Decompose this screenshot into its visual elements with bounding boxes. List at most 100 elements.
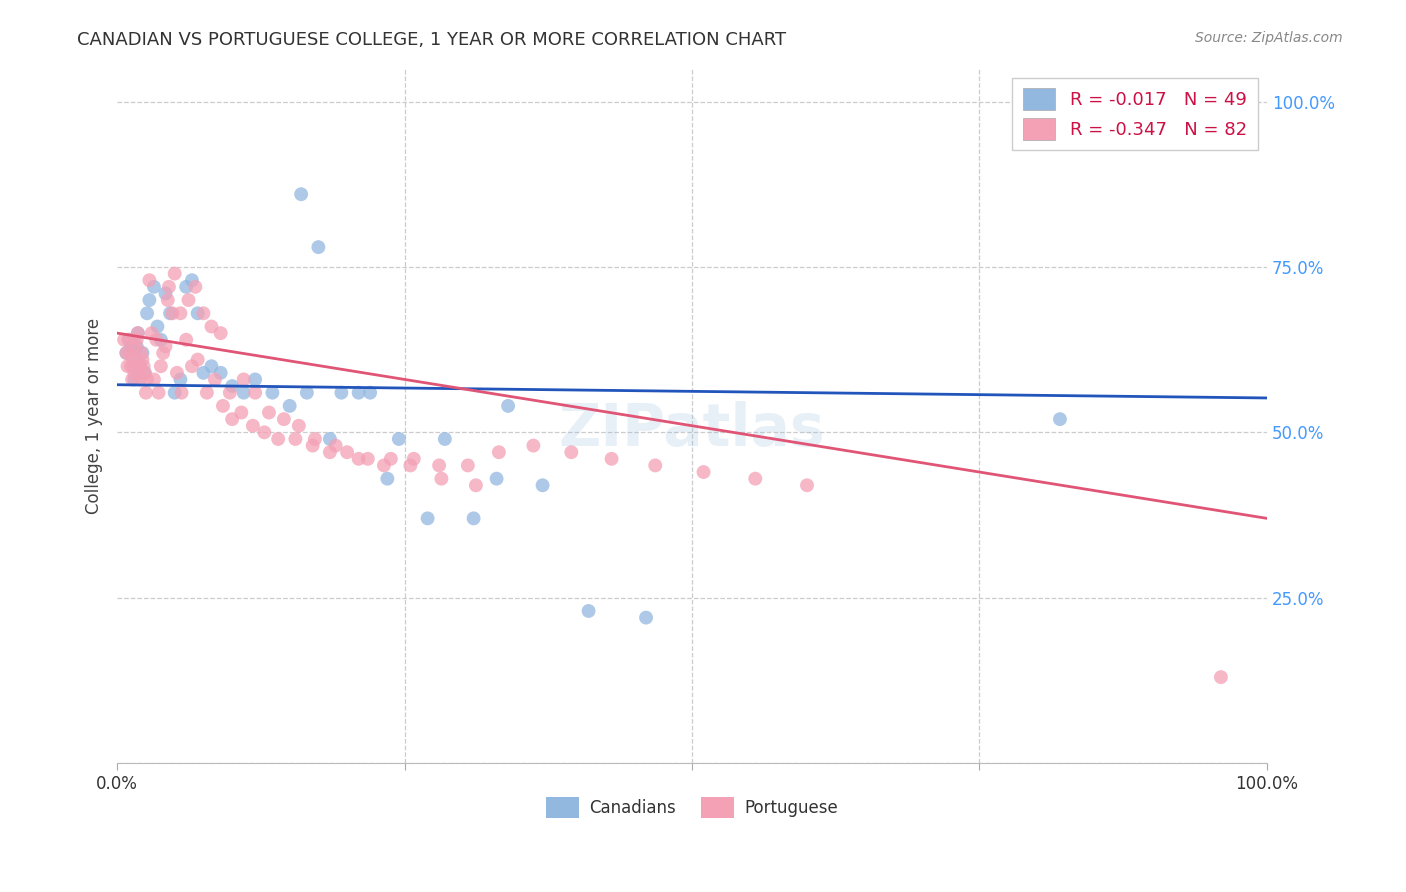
Point	[319, 445, 342, 459]
Point	[131, 346, 153, 360]
Point	[330, 385, 353, 400]
Point	[221, 412, 243, 426]
Point	[143, 372, 166, 386]
Point	[357, 451, 380, 466]
Point	[125, 339, 148, 353]
Point	[174, 333, 197, 347]
Point	[134, 366, 156, 380]
Point	[377, 472, 399, 486]
Point	[488, 445, 510, 459]
Point	[149, 359, 172, 374]
Point	[128, 359, 150, 374]
Point	[288, 418, 311, 433]
Point	[132, 359, 155, 374]
Point	[347, 385, 370, 400]
Point	[243, 385, 266, 400]
Point	[129, 359, 152, 374]
Point	[157, 280, 180, 294]
Point	[124, 372, 146, 386]
Point	[121, 372, 143, 386]
Point	[744, 472, 766, 486]
Point	[430, 472, 453, 486]
Point	[380, 451, 402, 466]
Point	[146, 319, 169, 334]
Point	[200, 359, 222, 374]
Point	[155, 339, 177, 353]
Point	[267, 432, 290, 446]
Point	[796, 478, 818, 492]
Point	[200, 319, 222, 334]
Point	[122, 352, 145, 367]
Point	[169, 306, 191, 320]
Point	[325, 439, 347, 453]
Point	[373, 458, 395, 473]
Point	[187, 306, 209, 320]
Y-axis label: College, 1 year or more: College, 1 year or more	[86, 318, 103, 514]
Point	[117, 359, 139, 374]
Point	[204, 372, 226, 386]
Point	[122, 359, 145, 374]
Text: Source: ZipAtlas.com: Source: ZipAtlas.com	[1195, 31, 1343, 45]
Point	[118, 333, 141, 347]
Point	[156, 293, 179, 307]
Point	[148, 385, 170, 400]
Point	[135, 385, 157, 400]
Point	[232, 372, 254, 386]
Point	[290, 187, 312, 202]
Point	[193, 366, 215, 380]
Point	[433, 432, 456, 446]
Point	[187, 352, 209, 367]
Point	[257, 405, 280, 419]
Point	[242, 418, 264, 433]
Point	[195, 385, 218, 400]
Point	[644, 458, 666, 473]
Point	[152, 346, 174, 360]
Point	[578, 604, 600, 618]
Point	[273, 412, 295, 426]
Point	[134, 366, 156, 380]
Point	[301, 439, 323, 453]
Point	[231, 405, 253, 419]
Point	[136, 372, 159, 386]
Point	[112, 333, 135, 347]
Point	[163, 267, 186, 281]
Point	[162, 306, 184, 320]
Point	[138, 273, 160, 287]
Point	[149, 333, 172, 347]
Point	[127, 326, 149, 340]
Point	[359, 385, 381, 400]
Point	[131, 352, 153, 367]
Point	[221, 379, 243, 393]
Point	[253, 425, 276, 440]
Point	[464, 478, 486, 492]
Text: CANADIAN VS PORTUGUESE COLLEGE, 1 YEAR OR MORE CORRELATION CHART: CANADIAN VS PORTUGUESE COLLEGE, 1 YEAR O…	[77, 31, 786, 49]
Point	[120, 359, 142, 374]
Point	[304, 432, 326, 446]
Point	[120, 339, 142, 353]
Point	[129, 372, 152, 386]
Point	[402, 451, 425, 466]
Point	[634, 610, 657, 624]
Point	[131, 346, 153, 360]
Point	[600, 451, 623, 466]
Point	[181, 273, 204, 287]
Point	[1209, 670, 1232, 684]
Point	[232, 385, 254, 400]
Point	[163, 385, 186, 400]
Point	[124, 352, 146, 367]
Point	[145, 333, 167, 347]
Point	[141, 326, 163, 340]
Point	[262, 385, 284, 400]
Point	[347, 451, 370, 466]
Point	[388, 432, 411, 446]
Point	[209, 326, 232, 340]
Point	[118, 346, 141, 360]
Point	[692, 465, 714, 479]
Legend: Canadians, Portuguese: Canadians, Portuguese	[540, 790, 845, 824]
Point	[560, 445, 582, 459]
Point	[166, 366, 188, 380]
Point	[115, 346, 138, 360]
Point	[143, 280, 166, 294]
Point	[174, 280, 197, 294]
Point	[193, 306, 215, 320]
